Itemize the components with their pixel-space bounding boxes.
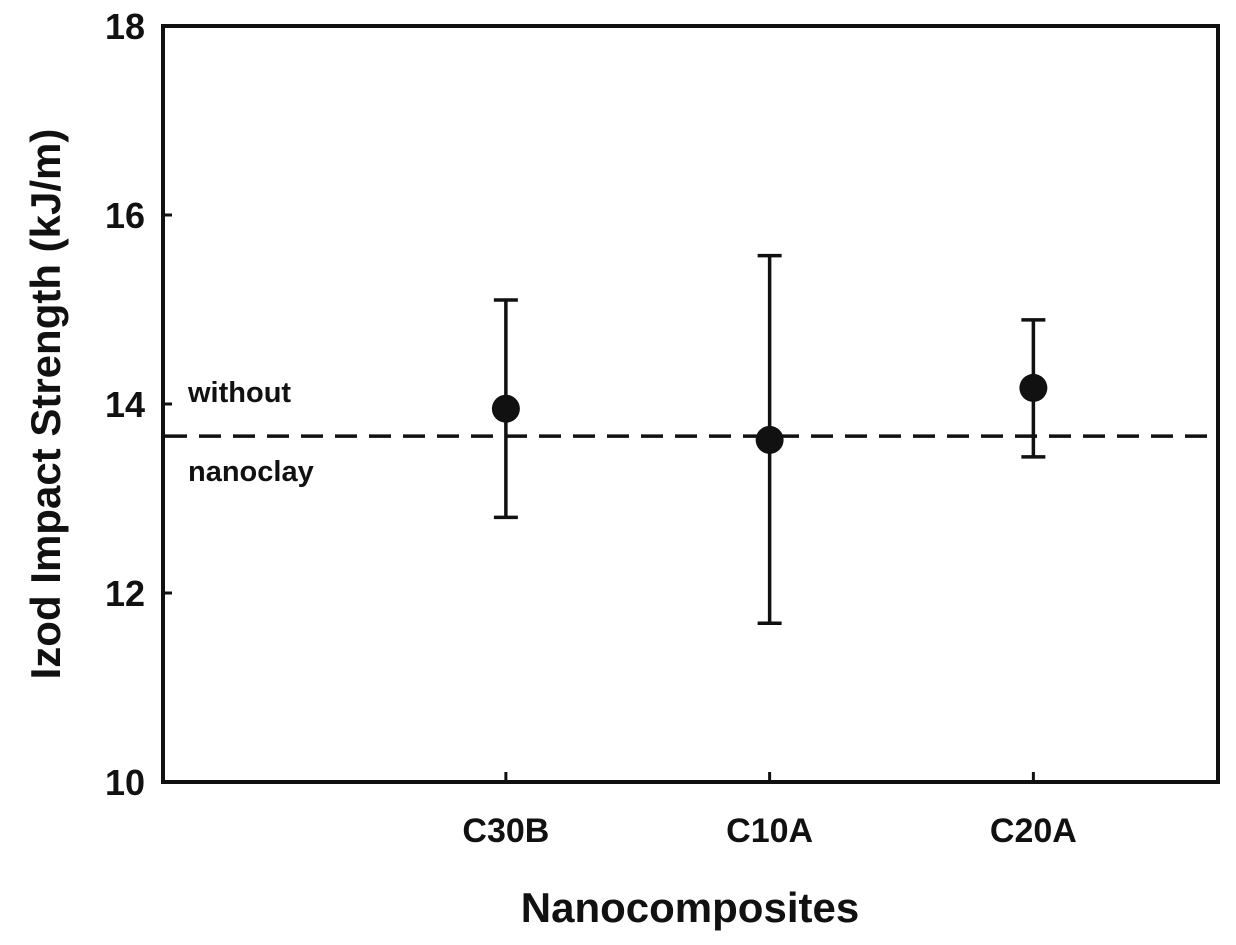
y-tick-label: 12 [105, 573, 145, 614]
x-tick-label-c30b: C30B [462, 812, 549, 850]
x-tick-label-c10a: C10A [726, 812, 813, 850]
y-tick-label: 10 [105, 762, 145, 803]
reference-label-without: without [187, 377, 291, 409]
y-tick-label: 14 [105, 384, 145, 425]
reference-label-nanoclay: nanoclay [188, 456, 314, 488]
y-tick-label: 16 [105, 195, 145, 236]
data-point-c10a [755, 425, 784, 454]
x-tick-label-c20a: C20A [990, 812, 1077, 850]
y-tick-label: 18 [105, 6, 145, 47]
data-point-c30b [491, 394, 520, 423]
x-axis-label: Nanocomposites [521, 884, 859, 931]
plot-frame [161, 24, 1220, 784]
data-point-c20a [1019, 373, 1048, 402]
y-axis-label: Izod Impact Strength (kJ/m) [22, 129, 69, 680]
